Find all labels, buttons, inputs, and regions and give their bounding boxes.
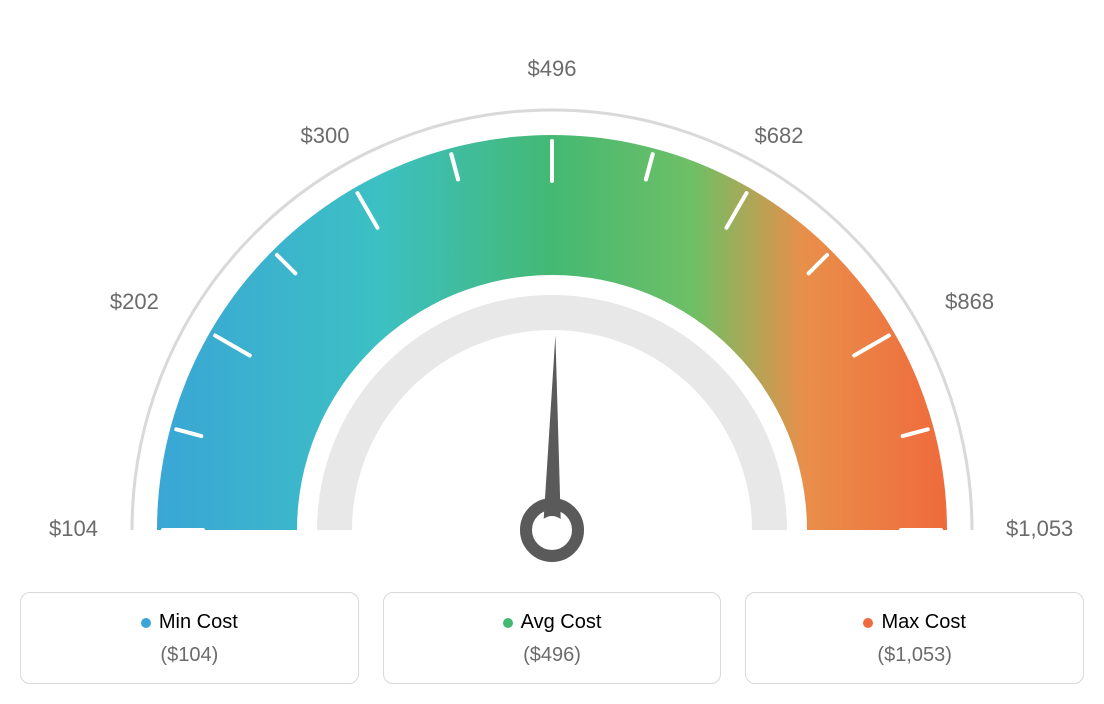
gauge-tick-label: $202 — [110, 289, 159, 314]
legend-title-avg: Avg Cost — [503, 611, 602, 634]
legend-value-min: ($104) — [31, 644, 348, 667]
gauge-chart-container: $104 $202 $300 $496 $682 $868 $1,053 Min Cost … — [20, 20, 1084, 684]
legend-value-avg: ($496) — [394, 644, 711, 667]
dot-icon-max — [863, 618, 873, 628]
gauge-tick-label: $104 — [49, 516, 98, 541]
legend-label-avg: Avg Cost — [521, 611, 602, 634]
gauge-tick-label: $682 — [755, 123, 804, 148]
needle-hub-inner — [538, 516, 566, 544]
legend-row: Min Cost ($104) Avg Cost ($496) Max Cost… — [20, 592, 1084, 684]
gauge-tick-label: $1,053 — [1006, 516, 1073, 541]
legend-value-max: ($1,053) — [756, 644, 1073, 667]
dot-icon-avg — [503, 618, 513, 628]
legend-label-max: Max Cost — [881, 611, 965, 634]
gauge-tick-label: $496 — [528, 56, 577, 81]
legend-card-avg: Avg Cost ($496) — [383, 592, 722, 684]
gauge-area: $104 $202 $300 $496 $682 $868 $1,053 — [20, 20, 1084, 580]
legend-card-min: Min Cost ($104) — [20, 592, 359, 684]
gauge-svg: $104 $202 $300 $496 $682 $868 $1,053 — [20, 20, 1084, 580]
legend-label-min: Min Cost — [159, 611, 238, 634]
gauge-tick-label: $300 — [301, 123, 350, 148]
legend-card-max: Max Cost ($1,053) — [745, 592, 1084, 684]
legend-title-min: Min Cost — [141, 611, 238, 634]
gauge-tick-label: $868 — [945, 289, 994, 314]
dot-icon-min — [141, 618, 151, 628]
legend-title-max: Max Cost — [863, 611, 965, 634]
